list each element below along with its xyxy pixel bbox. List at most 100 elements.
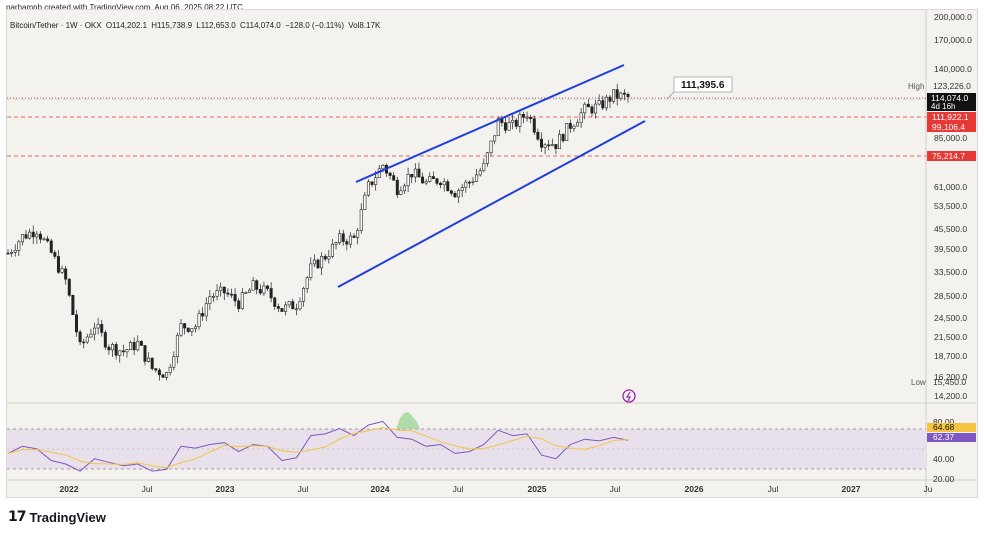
candle-body [121,350,125,353]
candle-body [507,122,511,131]
ohlc-close: C114,074.0 [239,21,281,30]
candle-body [183,323,187,329]
candle-body [129,342,133,351]
lightning-icon[interactable] [622,389,636,403]
candle-body [132,342,136,351]
candle-body [24,234,28,239]
candle-body [38,233,42,240]
candle-body [431,176,435,180]
candle-body [208,296,212,304]
candle-body [410,174,414,178]
candle-body [284,304,288,312]
candle-body [147,357,151,362]
candle-body [421,176,425,184]
time-tick-label: 2023 [216,484,235,494]
candle-body [82,341,86,344]
candle-body [558,134,562,149]
rsi-tick-80: 80.00 [933,417,955,427]
candle-body [366,181,370,196]
candle-body [64,268,68,280]
candle-body [219,286,223,291]
candle-body [449,190,453,194]
candle-body [100,324,104,333]
candle-body [244,292,248,294]
price-tick-label: 14,200.0 [934,391,967,401]
price-tick-label: 61,000.0 [934,182,967,192]
candle-body [13,250,17,253]
candle-body [103,332,107,348]
rsi-line [7,420,629,472]
candle-body [255,280,259,290]
level-tag-1-value: 111,922.1 [932,112,969,122]
rsi-ma-line [7,427,629,469]
candle-body [428,176,432,182]
price-tick-label: 21,500.0 [934,332,967,342]
candle-body [478,170,482,176]
candle-body [583,103,587,114]
time-tick-label: Jul [768,484,779,494]
candle-body [161,374,165,378]
price-tick-label: 170,000.0 [934,35,972,45]
candle-body [172,356,176,368]
annotation-label: 111,395.6 [681,80,725,91]
channel-lower-line[interactable] [337,120,646,288]
candle-body [374,177,378,185]
channel-upper-line[interactable] [355,64,625,183]
chart-frame[interactable] [6,9,978,498]
candle-body [31,231,35,238]
price-tick-label: 18,700.0 [934,351,967,361]
candle-body [572,125,576,129]
candle-body [439,183,443,186]
candle-body [93,327,97,335]
tradingview-logo[interactable]: 17 TradingView [8,509,106,525]
candle-body [453,193,457,198]
candle-body [89,333,93,338]
tradingview-logo-icon: 17 [8,509,27,525]
candle-body [42,238,46,241]
candle-body [6,252,10,255]
annotation-pointer [667,91,675,99]
price-tick-label: 45,500.0 [934,224,967,234]
candle-body [547,144,551,147]
candle-body [201,313,205,317]
candle-body [388,172,392,176]
candle-body [475,174,479,182]
rsi-tick-20: 20.00 [933,474,955,484]
candle-body [309,263,313,278]
candle-body [536,131,540,140]
candle-body [568,123,572,129]
candle-body [240,292,244,310]
time-tick-label: 2024 [371,484,390,494]
annotation-box[interactable] [673,76,733,93]
current-price-value: 114,074.0 [931,93,968,103]
candle-body [604,96,608,109]
candle-body [266,285,270,289]
candle-body [529,116,533,120]
countdown-value: 4d 16h [931,102,955,111]
current-price-tag [927,93,976,111]
candle-body [554,144,558,149]
rsi-ma-value: 62.37 [933,432,955,442]
rsi-value-tag [927,423,976,432]
candle-body [136,341,140,351]
candle-body [323,256,327,260]
rsi-value: 64.68 [933,422,955,432]
candle-body [356,230,360,238]
candle-body [302,288,306,302]
candle-body [71,295,75,316]
candle-body [352,235,356,238]
candle-body [446,181,450,192]
time-tick-label: 2022 [60,484,79,494]
candle-body [597,100,601,105]
rsi-overbought-fill [396,412,420,429]
candle-body [316,259,320,269]
candle-body [273,297,277,307]
candle-body [248,289,252,293]
candle-body [590,106,594,114]
symbol-name[interactable]: Bitcoin/Tether · 1W · OKX [10,21,102,30]
candle-body [395,179,399,195]
candle-body [10,251,14,254]
candle-body [493,135,497,142]
candle-body [233,294,237,302]
